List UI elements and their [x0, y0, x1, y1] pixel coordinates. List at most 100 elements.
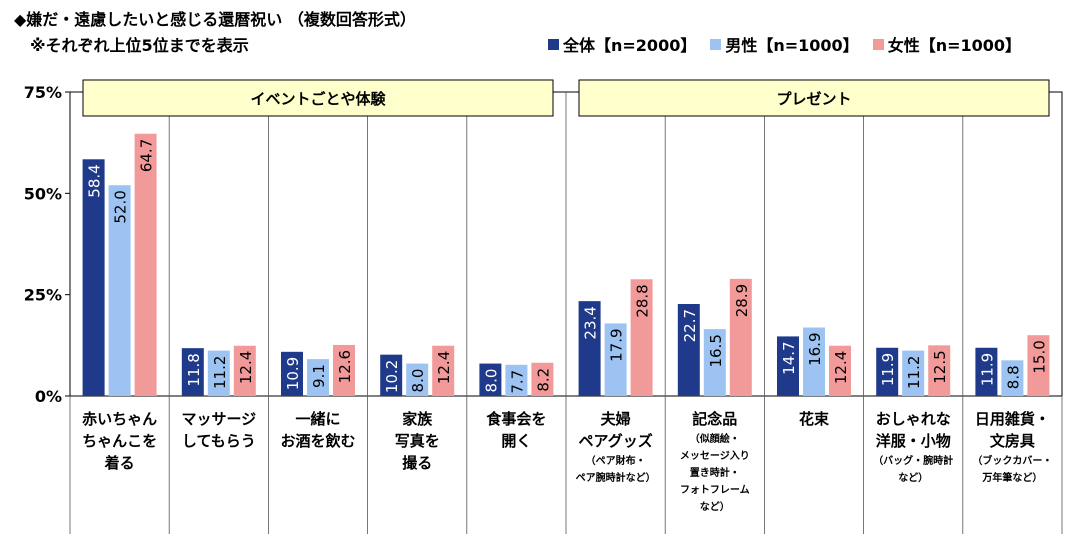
data-label-male: 52.0	[112, 190, 130, 223]
legend-swatch-female	[872, 38, 884, 50]
data-label-all: 58.4	[86, 164, 104, 197]
category-label: 家族	[402, 410, 433, 428]
bar-all	[479, 363, 502, 396]
category-label: お酒を飲む	[280, 432, 355, 450]
data-label-female: 12.6	[336, 350, 354, 383]
bar-all	[975, 347, 998, 396]
category-note: 置き時計・	[690, 466, 740, 479]
data-label-male: 16.9	[806, 332, 824, 365]
data-label-female: 12.5	[931, 350, 949, 383]
data-label-female: 12.4	[832, 351, 850, 384]
group-label: プレゼント	[776, 90, 851, 108]
group-label-box	[578, 79, 1050, 117]
data-label-female: 12.4	[237, 351, 255, 384]
category-label: 赤いちゃん	[82, 410, 157, 428]
category-label: マッサージ	[181, 410, 256, 428]
legend-item-female: 女性【n=1000】	[872, 32, 1022, 56]
category-note: メッセージ入り	[680, 450, 750, 462]
category-label: 夫婦	[601, 410, 631, 428]
bar-female	[531, 362, 554, 396]
category-note: など）	[898, 471, 928, 484]
bar-female	[928, 345, 951, 396]
category-note: 万年筆など）	[981, 471, 1042, 484]
y-tick-label: 50%	[24, 184, 62, 203]
legend-item-male: 男性【n=1000】	[710, 32, 859, 56]
data-label-female: 12.4	[435, 351, 453, 384]
bar-female	[1027, 335, 1050, 396]
bar-female	[134, 133, 157, 396]
data-label-male: 9.1	[310, 364, 328, 388]
bar-all	[876, 347, 899, 396]
bar-female	[630, 279, 653, 396]
category-label: ペアグッズ	[578, 432, 652, 450]
bar-all	[82, 159, 105, 396]
category-label: 日用雑貨・	[975, 410, 1050, 428]
bar-all	[181, 348, 204, 396]
bar-male	[703, 329, 726, 396]
data-label-all: 11.9	[879, 353, 897, 386]
data-label-male: 17.9	[608, 328, 626, 361]
data-label-male: 16.5	[707, 334, 725, 367]
chart-subtitle: ※それぞれ上位5位までを表示	[30, 36, 249, 55]
category-label: 記念品	[692, 410, 737, 428]
bar-all	[380, 354, 403, 396]
category-label: 撮る	[402, 454, 432, 472]
bar-male	[505, 364, 528, 396]
category-label: 文房具	[990, 432, 1035, 450]
data-label-all: 11.8	[185, 353, 203, 386]
bar-male	[803, 327, 825, 396]
chart-title: ◆嫌だ・遠慮したいと感じる還暦祝い （複数回答形式）	[14, 10, 416, 29]
category-label: 開く	[501, 432, 531, 450]
bar-male	[1001, 360, 1024, 396]
data-label-male: 8.8	[1004, 365, 1022, 389]
data-label-all: 10.2	[383, 360, 401, 393]
bar-male	[108, 185, 131, 396]
category-note: （似顔絵・	[690, 432, 740, 445]
bar-male	[406, 363, 429, 396]
data-label-all: 10.9	[284, 357, 302, 390]
data-label-female: 28.8	[634, 284, 652, 317]
category-note: など）	[700, 500, 730, 513]
legend-label-all: 全体【n=2000】	[563, 36, 697, 55]
data-label-female: 15.0	[1030, 340, 1048, 373]
legend-label-female: 女性【n=1000】	[887, 36, 1022, 55]
bar-all	[677, 303, 700, 396]
category-note: （ブックカバー・	[972, 454, 1052, 467]
bar-female	[233, 345, 256, 396]
data-label-male: 11.2	[905, 356, 923, 389]
category-note: （バッグ・腕時計	[873, 454, 953, 467]
category-label: 食事会を	[486, 410, 546, 428]
legend-swatch-male	[710, 38, 722, 50]
legend: 全体【n=2000】 男性【n=1000】 女性【n=1000】	[548, 32, 1021, 56]
bar-male	[207, 350, 230, 396]
data-label-male: 7.7	[508, 370, 526, 394]
data-label-all: 22.7	[681, 309, 699, 342]
bar-male	[307, 359, 329, 396]
data-label-all: 11.9	[978, 353, 996, 386]
data-label-male: 11.2	[211, 356, 229, 389]
data-label-female: 8.2	[534, 368, 552, 392]
data-label-all: 8.0	[482, 369, 500, 393]
category-label: 一緒に	[295, 410, 340, 428]
data-label-female: 64.7	[138, 139, 156, 172]
y-tick-label: 0%	[35, 387, 62, 406]
group-label-box	[82, 79, 554, 117]
category-note: （ペア財布・	[586, 454, 646, 467]
category-note: フォトフレーム	[680, 484, 750, 496]
legend-swatch-all	[548, 38, 559, 50]
category-label: 着る	[104, 454, 135, 472]
category-label: おしゃれな	[876, 410, 951, 428]
y-tick-label: 25%	[24, 286, 62, 305]
bar-female	[333, 344, 355, 396]
category-label: ちゃんこを	[82, 432, 157, 450]
group-label: イベントごとや体験	[250, 90, 386, 108]
bar-male	[902, 350, 925, 396]
category-label: 花束	[799, 410, 830, 428]
data-label-all: 14.7	[780, 341, 798, 374]
bar-male	[604, 323, 627, 396]
category-label: 洋服・小物	[876, 432, 951, 450]
data-label-male: 8.0	[409, 369, 427, 393]
bar-all	[777, 336, 799, 396]
category-label: 写真を	[395, 432, 440, 450]
